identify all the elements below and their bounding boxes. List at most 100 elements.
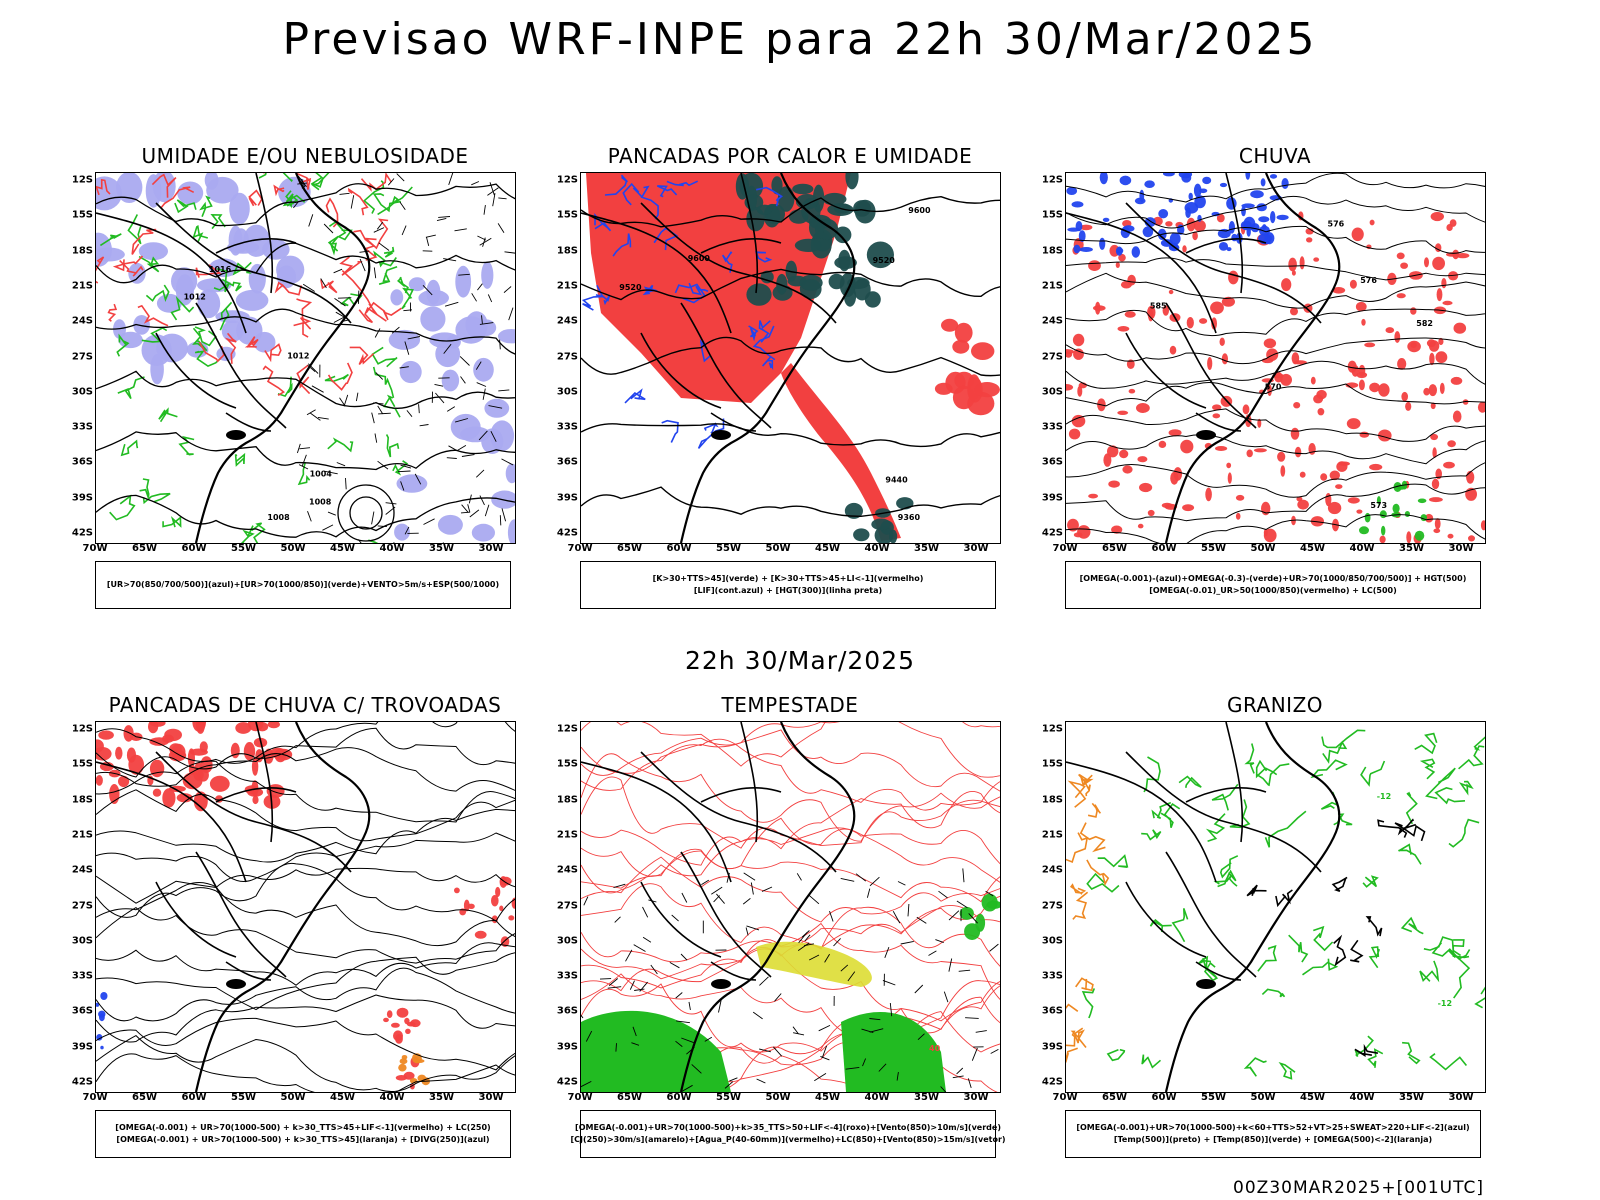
rain-area [1221, 353, 1228, 365]
storm-area [495, 886, 501, 898]
height-contour [1066, 483, 1485, 522]
wind-vector [501, 508, 507, 522]
storm-area [243, 742, 256, 761]
wind-vector [482, 388, 486, 400]
wind-vector [501, 458, 514, 466]
storm-area [162, 734, 174, 743]
rain-area [1227, 472, 1232, 484]
country-border [195, 851, 287, 978]
omega-area [1163, 173, 1175, 177]
lagoon [226, 979, 246, 989]
storm-area-k [401, 1055, 408, 1060]
lifted-index-contour [594, 212, 612, 232]
storm-area-k [399, 1058, 408, 1065]
wind-vector [808, 954, 820, 961]
humidity-contour [174, 199, 197, 214]
lat-tick-label: 15S [1041, 209, 1063, 221]
unstable-area [834, 226, 852, 244]
lon-tick-label: 55W [1201, 1092, 1226, 1103]
wind-vector [371, 412, 375, 424]
wind-vector [989, 943, 999, 952]
rain-area [1294, 446, 1302, 458]
omega-area [1073, 244, 1081, 254]
wind-vector [471, 181, 480, 186]
pressure-isobar [337, 484, 395, 542]
rain-area [1452, 410, 1462, 423]
lat-tick-label: 18S [71, 245, 93, 257]
rain-area [1077, 525, 1091, 539]
omega-area [1241, 203, 1255, 208]
lat-tick-label: 36S [1041, 1005, 1063, 1017]
divergence-area [100, 992, 108, 1000]
rain-area [1291, 270, 1296, 276]
wind-vector [759, 1048, 772, 1053]
humidity-contour [327, 437, 354, 453]
temp-850-contour [1322, 740, 1348, 764]
streamline [96, 722, 515, 764]
wind-vector [938, 890, 948, 899]
storm-area [463, 899, 470, 912]
humidity-area [116, 173, 143, 203]
streamline [96, 867, 515, 904]
humidity-area [420, 306, 446, 332]
lon-tick-label: 45W [330, 543, 355, 554]
legend-line: [Temp(500)](preto) + [Temp(850)](verde) … [1113, 1135, 1433, 1144]
wind-vector [900, 940, 914, 945]
temp-850-contour [1458, 745, 1485, 770]
omega-area [1142, 226, 1154, 238]
contour-label: 40 [929, 1044, 941, 1053]
wind-vector [479, 237, 492, 246]
lat-tick-label: 33S [556, 421, 578, 433]
wind-vector [468, 494, 472, 504]
map-tempestade[interactable]: 40 [580, 721, 1001, 1093]
wind-vector [487, 294, 493, 303]
map-pancadas-calor[interactable]: 9600 9520 9440 9360 9600 9520 [580, 172, 1001, 544]
omega-area [1066, 832, 1089, 864]
unstable-area [792, 183, 814, 195]
humidity-contour [377, 186, 413, 216]
rain-area [1242, 404, 1250, 415]
omega-area [1075, 977, 1094, 992]
rain-area [1358, 379, 1365, 391]
map-umidade[interactable]: 1008 1012 1016 1012 1008 1004 [95, 172, 516, 544]
lat-tick-label: 18S [71, 794, 93, 806]
storm-area-k [398, 1063, 407, 1072]
lat-tick-label: 21S [1041, 829, 1063, 841]
wind-vector [625, 949, 633, 962]
map-granizo[interactable]: -12 -12 [1065, 721, 1486, 1093]
wind-vector [607, 986, 622, 989]
rain-area [1299, 256, 1305, 270]
streamline [96, 832, 515, 882]
wind-vector [583, 896, 589, 906]
lon-tick-label: 30W [963, 543, 989, 554]
contour-label: 1008 [309, 498, 332, 507]
rain-area [1073, 348, 1084, 360]
rain-area [1435, 351, 1448, 364]
wind-vector [499, 339, 501, 350]
streamline [96, 727, 515, 778]
lon-tick-label: 30W [478, 1092, 504, 1103]
wind-vector [878, 1063, 887, 1072]
omega-area [1079, 247, 1093, 252]
wind-vector [634, 988, 645, 991]
rain-area [1346, 418, 1361, 430]
rain-area [1378, 383, 1390, 397]
rain-area [1456, 253, 1470, 259]
wind-vector [460, 511, 470, 514]
country-border [155, 332, 237, 409]
humidity-area [156, 293, 182, 313]
storm-area [251, 757, 259, 776]
map-pancadas-trovoadas[interactable] [95, 721, 516, 1093]
map-chuva[interactable]: 582 576 573 570 576 585 [1065, 172, 1486, 544]
storm-area [270, 747, 287, 759]
country-border [1066, 761, 1217, 883]
rain-area [1067, 518, 1079, 532]
wind-vector [396, 173, 405, 182]
omega-area [1066, 1030, 1080, 1047]
storm-area [176, 793, 193, 803]
wind-vector [499, 515, 502, 526]
rain-area [1119, 449, 1129, 459]
lat-tick-label: 39S [556, 492, 578, 504]
storm-area [474, 930, 487, 939]
lat-tick-label: 27S [71, 351, 93, 362]
